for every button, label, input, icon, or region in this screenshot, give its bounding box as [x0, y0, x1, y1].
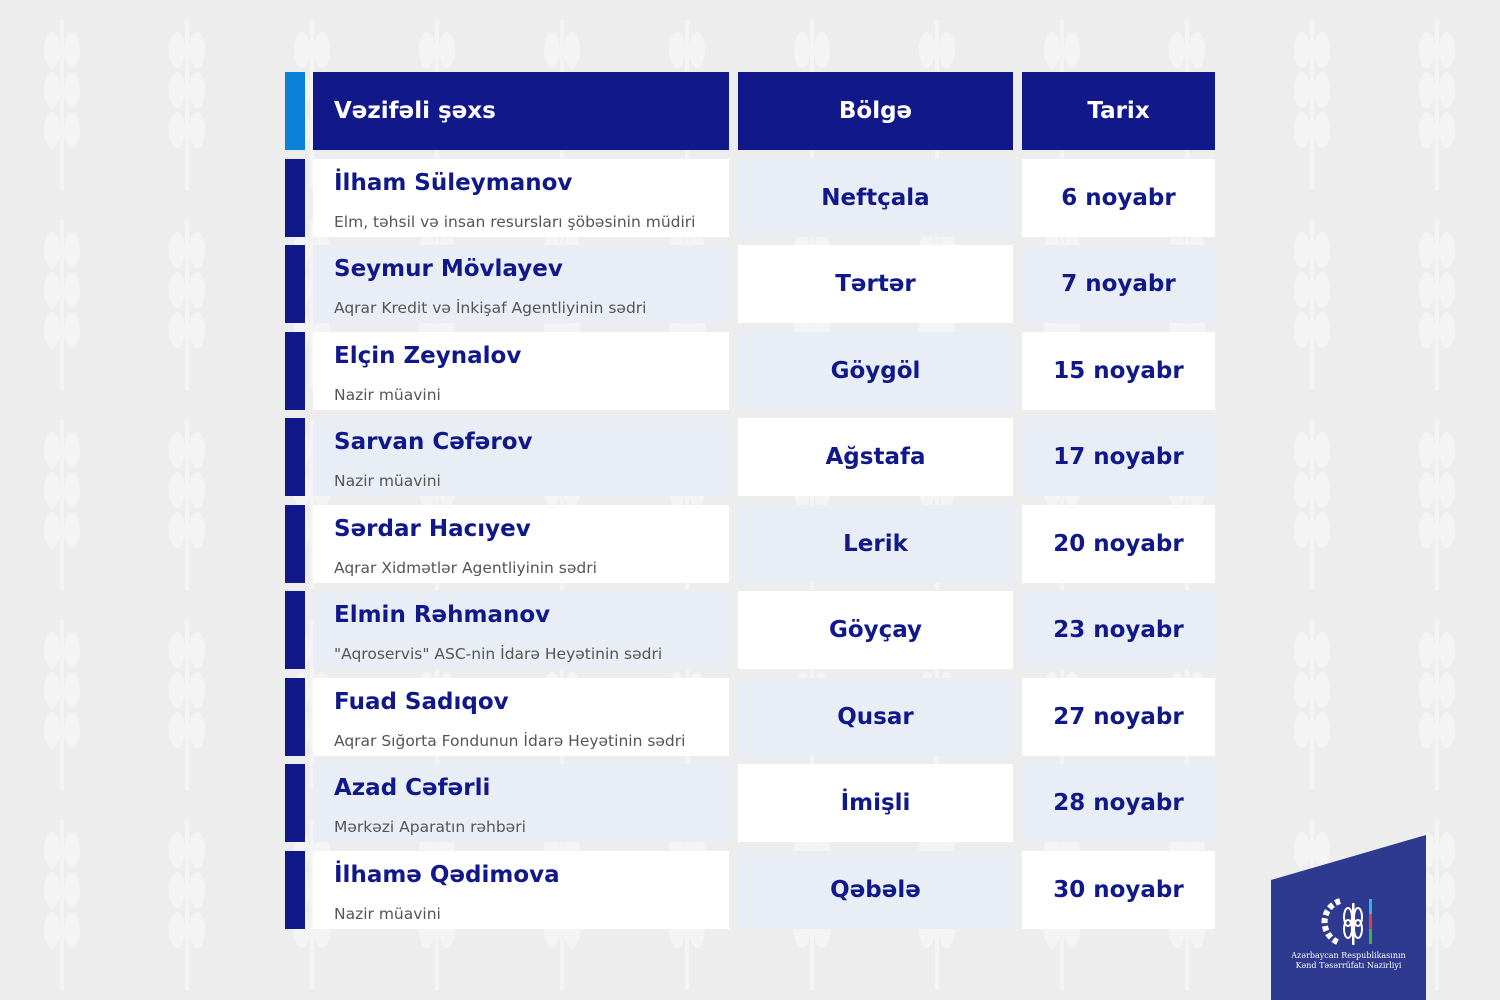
person-name: İlham Süleymanov	[334, 170, 573, 196]
row-accent-bar	[285, 591, 305, 669]
date-cell: 30 noyabr	[1022, 851, 1215, 929]
person-name: Azad Cəfərli	[334, 775, 491, 801]
date-cell: 7 noyabr	[1022, 245, 1215, 323]
person-name: Sarvan Cəfərov	[334, 429, 533, 455]
row-accent-bar	[285, 332, 305, 410]
person-cell: Sarvan Cəfərov Nazir müavini	[313, 418, 729, 496]
date-cell: 23 noyabr	[1022, 591, 1215, 669]
person-role: Aqrar Xidmətlər Agentliyinin sədri	[334, 559, 597, 577]
person-cell: Sərdar Hacıyev Aqrar Xidmətlər Agentliyi…	[313, 505, 729, 583]
person-cell: İlham Süleymanov Elm, təhsil və insan re…	[313, 159, 729, 237]
person-role: Aqrar Kredit və İnkişaf Agentliyinin səd…	[334, 299, 647, 317]
person-cell: Elmin Rəhmanov "Aqroservis" ASC-nin İdar…	[313, 591, 729, 669]
region-cell: Göygöl	[738, 332, 1013, 410]
person-role: Aqrar Sığorta Fondunun İdarə Heyətinin s…	[334, 732, 686, 750]
region-cell: Lerik	[738, 505, 1013, 583]
row-accent-bar	[285, 851, 305, 929]
person-name: Elçin Zeynalov	[334, 343, 522, 369]
date-cell: 28 noyabr	[1022, 764, 1215, 842]
row-accent-bar	[285, 678, 305, 756]
region-cell: Ağstafa	[738, 418, 1013, 496]
date-cell: 15 noyabr	[1022, 332, 1215, 410]
person-cell: Azad Cəfərli Mərkəzi Aparatın rəhbəri	[313, 764, 729, 842]
region-cell: Göyçay	[738, 591, 1013, 669]
row-accent-bar	[285, 505, 305, 583]
region-cell: Tərtər	[738, 245, 1013, 323]
person-cell: Fuad Sadıqov Aqrar Sığorta Fondunun İdar…	[313, 678, 729, 756]
logo-line1: Azərbaycan Respublikasının	[1291, 951, 1406, 960]
person-role: "Aqroservis" ASC-nin İdarə Heyətinin səd…	[334, 645, 663, 663]
row-accent-bar	[285, 418, 305, 496]
region-cell: İmişli	[738, 764, 1013, 842]
person-role: Elm, təhsil və insan resursları şöbəsini…	[334, 213, 696, 231]
person-cell: İlhamə Qədimova Nazir müavini	[313, 851, 729, 929]
person-role: Nazir müavini	[334, 386, 441, 404]
logo-line2: Kənd Təsərrüfatı Nazirliyi	[1295, 961, 1402, 970]
header-region: Bölgə	[738, 72, 1013, 150]
ministry-logo	[1271, 835, 1426, 1000]
person-name: İlhamə Qədimova	[334, 862, 560, 888]
header-accent-bar	[285, 72, 305, 150]
header-person: Vəzifəli şəxs	[313, 72, 729, 150]
date-cell: 17 noyabr	[1022, 418, 1215, 496]
person-name: Seymur Mövlayev	[334, 256, 563, 282]
date-cell: 6 noyabr	[1022, 159, 1215, 237]
region-cell: Qəbələ	[738, 851, 1013, 929]
date-cell: 20 noyabr	[1022, 505, 1215, 583]
person-name: Elmin Rəhmanov	[334, 602, 551, 628]
row-accent-bar	[285, 764, 305, 842]
date-cell: 27 noyabr	[1022, 678, 1215, 756]
person-role: Nazir müavini	[334, 905, 441, 923]
row-accent-bar	[285, 245, 305, 323]
region-cell: Qusar	[738, 678, 1013, 756]
person-role: Mərkəzi Aparatın rəhbəri	[334, 818, 526, 836]
person-name: Fuad Sadıqov	[334, 689, 509, 715]
person-cell: Elçin Zeynalov Nazir müavini	[313, 332, 729, 410]
person-name: Sərdar Hacıyev	[334, 516, 531, 542]
person-cell: Seymur Mövlayev Aqrar Kredit və İnkişaf …	[313, 245, 729, 323]
person-role: Nazir müavini	[334, 472, 441, 490]
row-accent-bar	[285, 159, 305, 237]
region-cell: Neftçala	[738, 159, 1013, 237]
header-date: Tarix	[1022, 72, 1215, 150]
ministry-logo-text: Azərbaycan Respublikasının Kənd Təsərrüf…	[1271, 951, 1426, 971]
